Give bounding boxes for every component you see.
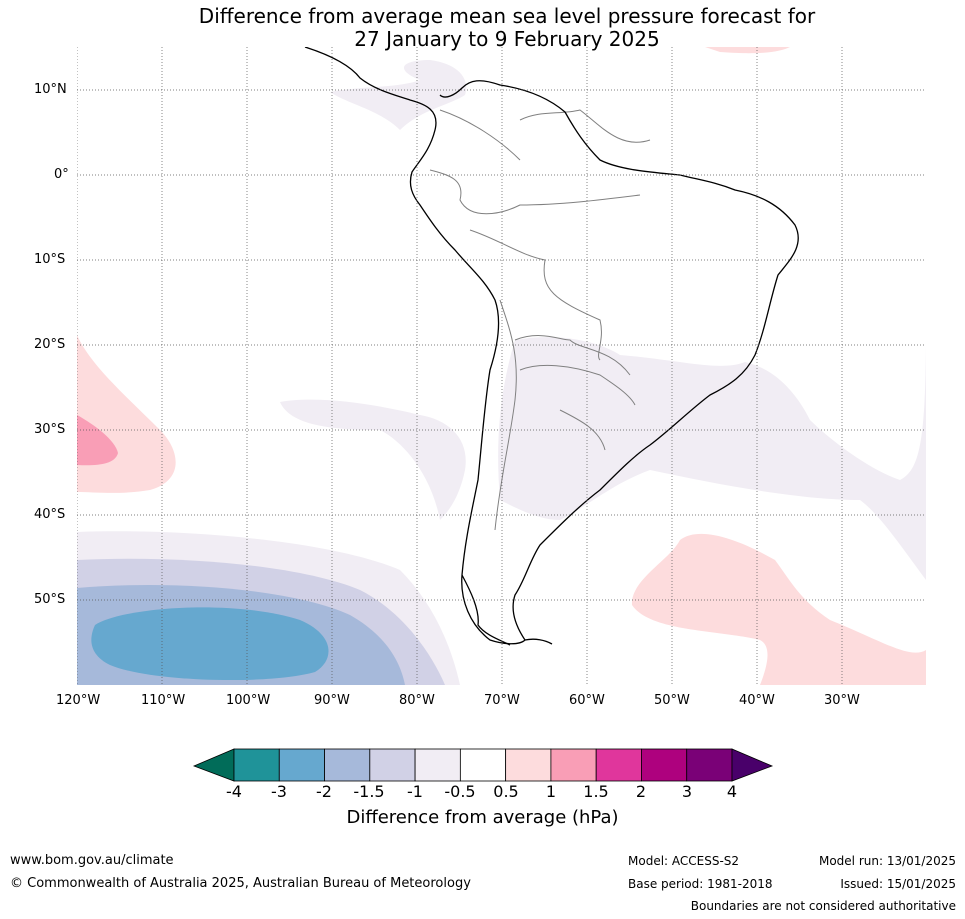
- footer-copyright: © Commonwealth of Australia 2025, Austra…: [10, 876, 471, 891]
- colorbar-bin: [550, 748, 597, 782]
- map-area: [77, 47, 926, 685]
- footer-disclaimer: Boundaries are not considered authoritat…: [690, 899, 956, 913]
- colorbar-tick-label: -1.5: [353, 782, 385, 801]
- footer-website: www.bom.gov.au/climate: [10, 853, 174, 868]
- anomaly-region-pos-1: [77, 415, 118, 466]
- lon-label: 50°W: [654, 693, 690, 708]
- colorbar-tick-label: 2: [635, 782, 647, 801]
- colorbar-bin: [324, 748, 371, 782]
- map-title-line1: Difference from average mean sea level p…: [198, 4, 816, 28]
- colorbar-bin: [459, 748, 507, 782]
- anomaly-region-neg-0.5: [330, 60, 467, 130]
- footer-model: Model: ACCESS-S2: [628, 854, 740, 868]
- colorbar-tick-label: -1: [407, 782, 423, 801]
- map-title-line2: 27 January to 9 February 2025: [354, 27, 660, 51]
- lon-label: 60°W: [569, 693, 605, 708]
- colorbar-bin: [414, 748, 461, 782]
- anomaly-region-neg-0.5: [498, 337, 926, 580]
- anomaly-region-pos-0.5: [705, 47, 790, 54]
- anomaly-region-neg-0.5: [280, 399, 466, 520]
- colorbar-bin: [641, 748, 688, 782]
- colorbar-tick-label: 1.5: [583, 782, 609, 801]
- graticule: [77, 47, 926, 685]
- lat-label: 0°: [54, 167, 69, 182]
- footer-base-period: Base period: 1981-2018: [628, 877, 773, 891]
- colorbar-tick-label: 4: [726, 782, 738, 801]
- colorbar-bin: [233, 748, 280, 782]
- country-borders: [429, 109, 651, 531]
- colorbar-label: Difference from average (hPa): [346, 807, 619, 828]
- colorbar-bin: [505, 748, 552, 782]
- coastline: [304, 47, 799, 646]
- colorbar-tick-label: 0.5: [493, 782, 519, 801]
- colorbar-bin: [595, 748, 642, 782]
- lat-label: 10°S: [34, 252, 66, 267]
- colorbar-tick-label: 1: [545, 782, 557, 801]
- colorbar-tick-label: -2: [316, 782, 332, 801]
- lon-label: 100°W: [226, 693, 271, 708]
- colorbar-tick-label: 3: [681, 782, 693, 801]
- anomaly-region-pos-0.5: [77, 335, 176, 493]
- anomaly-region-neg-2: [91, 607, 329, 681]
- colorbar-bin: [369, 748, 416, 782]
- lat-label: 50°S: [34, 592, 66, 607]
- anomaly-region-pos-0.5: [631, 533, 926, 685]
- colorbar-tick-label: -3: [271, 782, 287, 801]
- footer-model-run: Model run: 13/01/2025: [818, 854, 956, 868]
- lon-label: 80°W: [399, 693, 435, 708]
- colorbar-bin: [278, 748, 325, 782]
- lat-label: 30°S: [34, 422, 66, 437]
- footer-issued: Issued: 15/01/2025: [840, 877, 956, 891]
- colorbar-tick-label: -0.5: [444, 782, 476, 801]
- colorbar-over-triangle: [731, 748, 774, 782]
- lon-label: 90°W: [314, 693, 350, 708]
- colorbar-under-triangle: [192, 748, 235, 782]
- colorbar: [192, 748, 774, 782]
- lon-label: 40°W: [739, 693, 775, 708]
- lon-label: 70°W: [484, 693, 520, 708]
- lat-label: 10°N: [34, 82, 67, 97]
- colorbar-bin: [686, 748, 733, 782]
- lon-label: 30°W: [824, 693, 860, 708]
- colorbar-tick-label: -4: [226, 782, 242, 801]
- lat-label: 20°S: [34, 337, 66, 352]
- lat-label: 40°S: [34, 507, 66, 522]
- lon-label: 110°W: [141, 693, 186, 708]
- lon-label: 120°W: [56, 693, 101, 708]
